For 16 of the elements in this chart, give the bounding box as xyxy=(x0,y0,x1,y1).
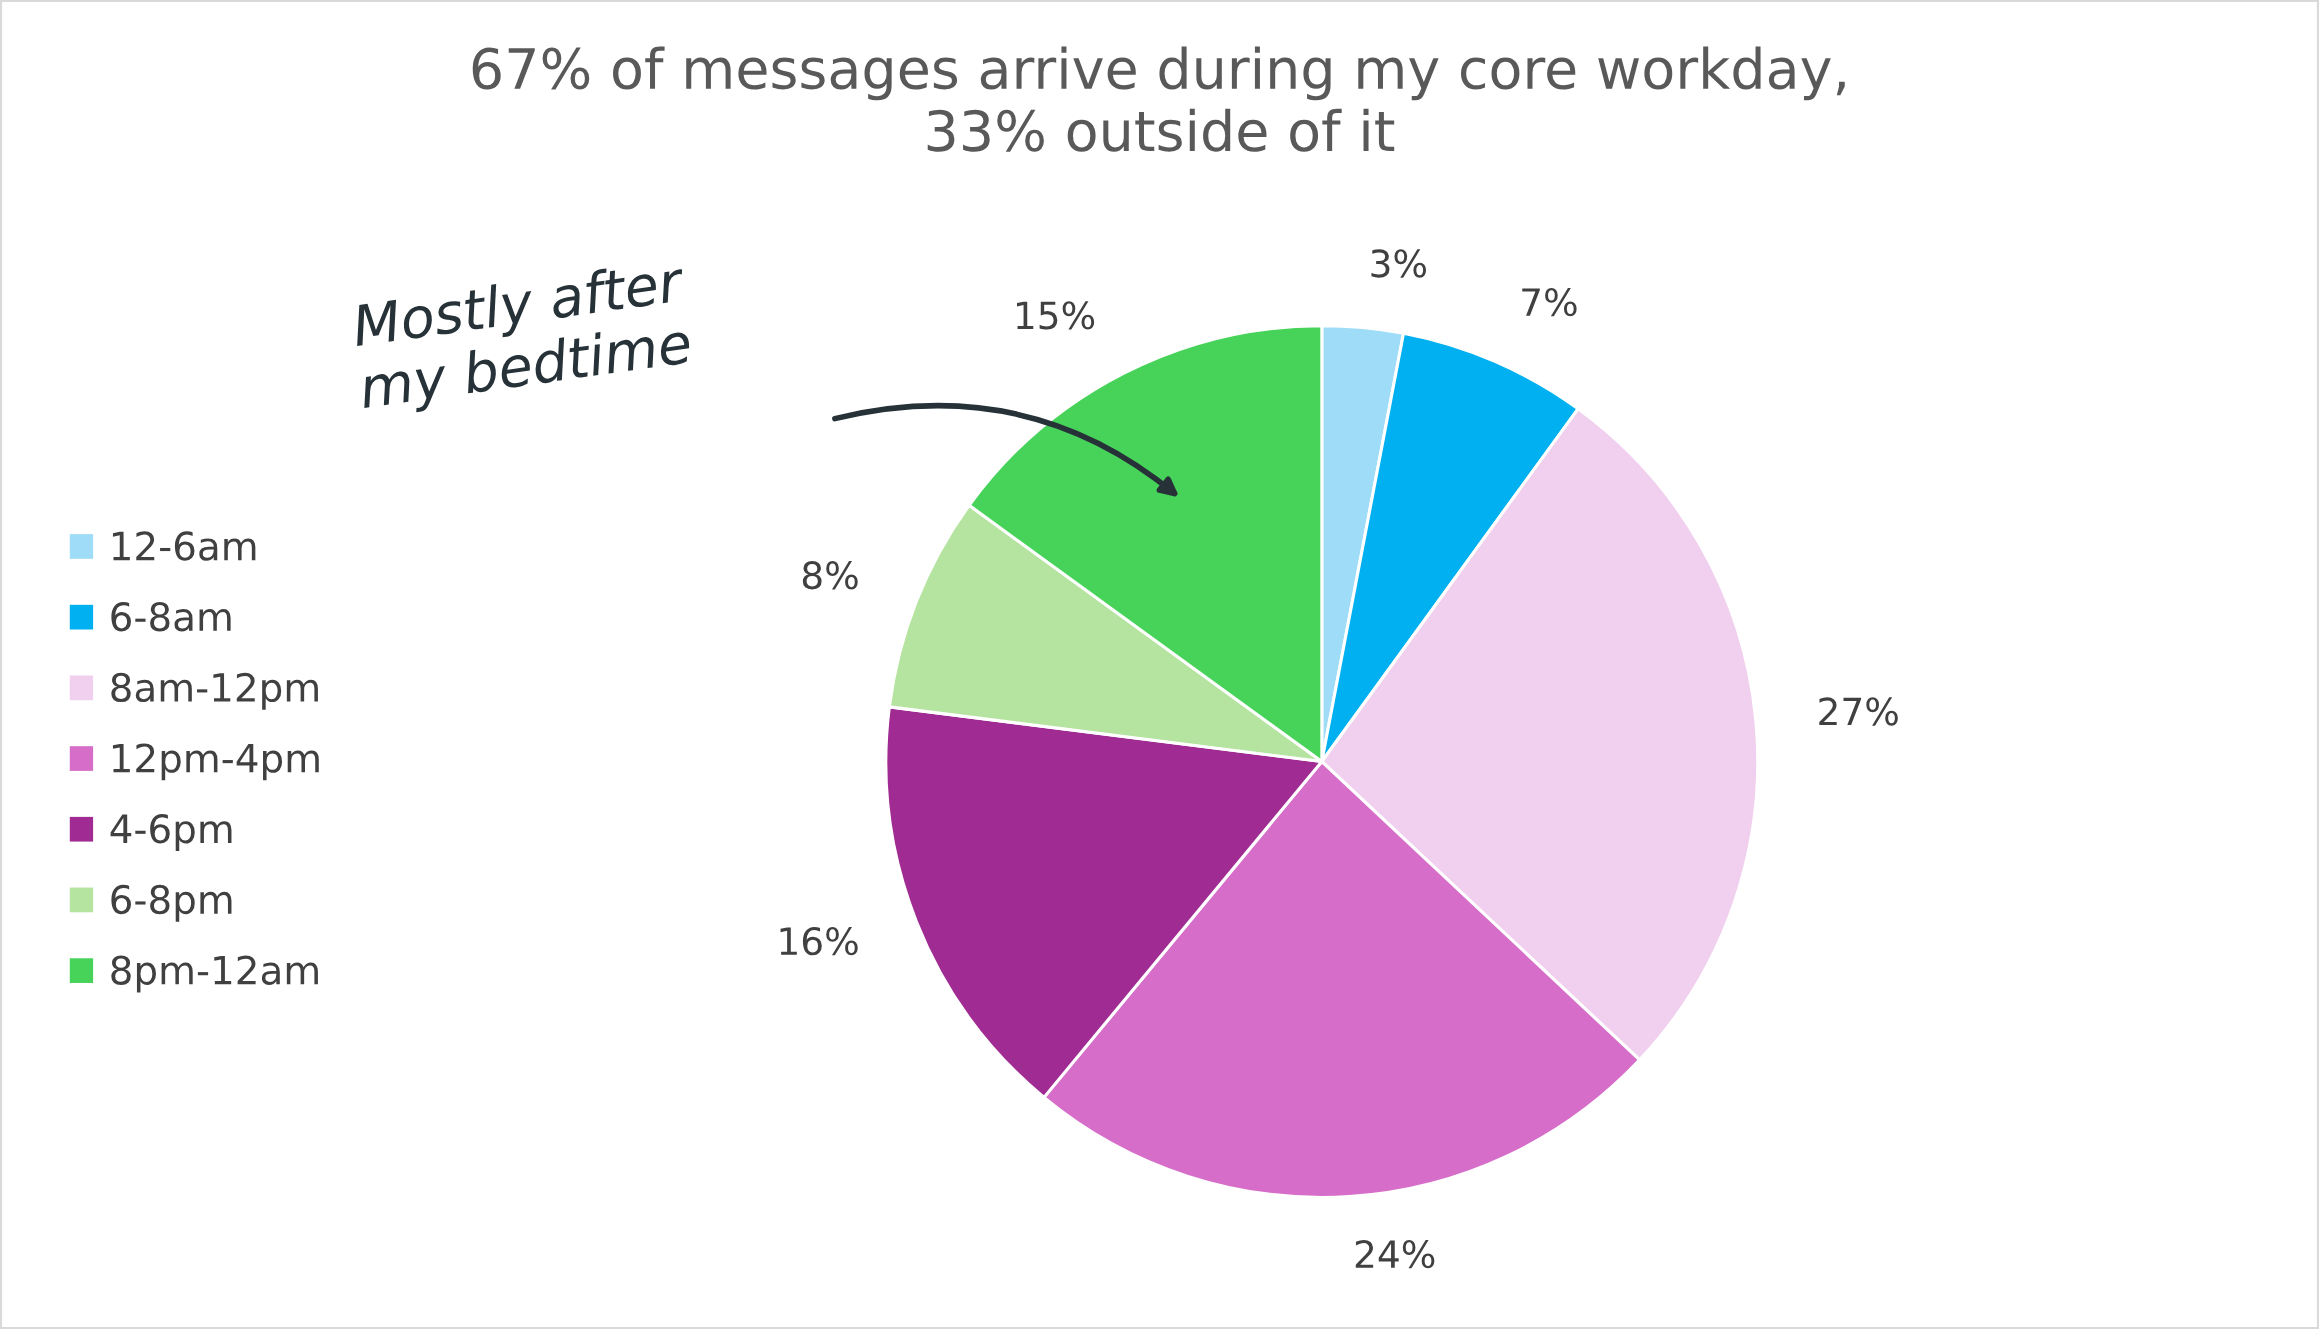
legend-label: 4-6pm xyxy=(110,814,232,852)
data-label: 7% xyxy=(1522,287,1577,317)
data-label: 16% xyxy=(780,926,858,956)
legend-label: 8pm-12am xyxy=(111,955,318,993)
text: Mostly after my bedtime xyxy=(351,268,692,413)
legend-label: 12-6am xyxy=(112,531,256,561)
data-label: 24% xyxy=(1355,1239,1435,1269)
data-label: 8% xyxy=(802,561,858,590)
data-label: 27% xyxy=(1819,697,1898,726)
data-label: 15% xyxy=(1016,301,1095,330)
data-label: 3% xyxy=(1371,249,1427,278)
legend-label: 6-8pm xyxy=(111,884,232,922)
legend-label: 6-8am xyxy=(111,602,231,632)
legend-label: 8am-12pm xyxy=(111,672,318,710)
legend-label: 12pm-4pm xyxy=(112,743,319,781)
chart-title: 67% of messages arrive during my core workday, 33% outside of it xyxy=(472,46,1845,152)
